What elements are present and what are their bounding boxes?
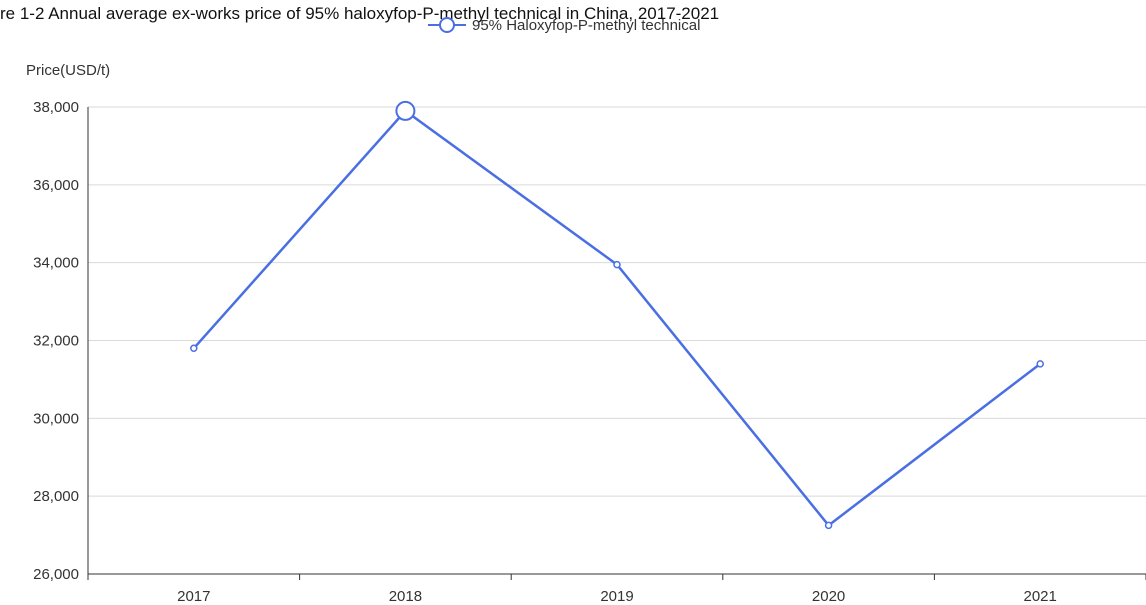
y-tick-label: 28,000 <box>33 488 79 505</box>
data-point[interactable] <box>395 100 416 121</box>
data-point[interactable] <box>613 260 621 269</box>
legend-marker-icon <box>439 17 455 33</box>
x-tick-label: 2017 <box>177 588 210 605</box>
data-point[interactable] <box>824 521 833 530</box>
y-tick-label: 36,000 <box>33 177 79 194</box>
x-axis: 2017 2018 2019 2020 2021 <box>87 573 1146 605</box>
x-tick-label: 2020 <box>812 588 845 605</box>
legend-label: 95% Haloxyfop-P-methyl technical <box>472 17 700 34</box>
series-line <box>192 109 1041 527</box>
y-tick-label: 34,000 <box>33 255 79 272</box>
data-point[interactable] <box>190 344 198 353</box>
legend[interactable]: 95% Haloxyfop-P-methyl technical <box>428 17 700 34</box>
y-tick-label: 32,000 <box>33 333 79 350</box>
data-point[interactable] <box>1036 360 1044 368</box>
x-tick-label: 2019 <box>600 588 633 605</box>
y-axis: 26,000 28,000 30,000 32,000 34,000 36,000 38,0… <box>33 99 89 583</box>
chart-title: re 1-2 Annual average ex-works price of … <box>0 4 719 23</box>
x-tick-label: 2018 <box>389 588 422 605</box>
x-tick-label: 2021 <box>1024 588 1057 605</box>
y-tick-label: 38,000 <box>33 99 79 116</box>
grid <box>88 106 1146 497</box>
y-tick-label: 26,000 <box>33 566 79 583</box>
y-tick-label: 30,000 <box>33 410 79 427</box>
series <box>190 100 1044 530</box>
y-axis-label: Price(USD/t) <box>26 62 110 79</box>
